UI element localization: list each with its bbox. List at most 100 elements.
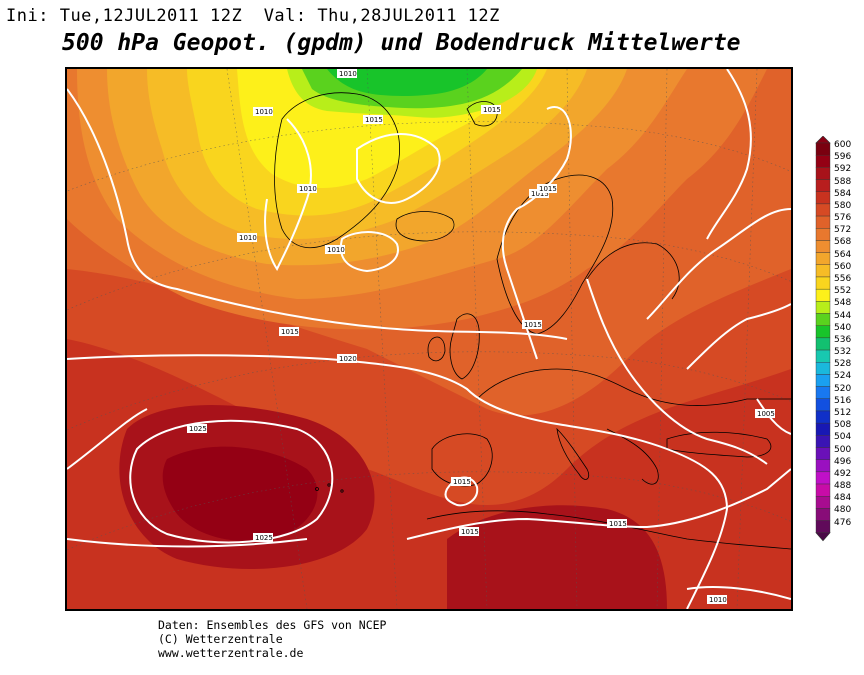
isobar-label-text: 1015 (281, 328, 299, 336)
legend-label: 556 (834, 273, 852, 284)
isobar-label: 1020 (337, 354, 357, 363)
credit-data-source: Daten: Ensembles des GFS von NCEP (158, 618, 387, 632)
isobar-label-text: 1010 (239, 234, 257, 242)
isobar-label-text: 1015 (365, 116, 383, 124)
legend-cell (815, 179, 831, 192)
legend-label: 476 (834, 517, 852, 528)
legend-cell (815, 483, 831, 497)
legend-cell (815, 301, 831, 314)
isobar-label: 1015 (522, 320, 542, 329)
legend-label: 516 (834, 395, 852, 406)
isobar-label: 1010 (237, 233, 257, 242)
legend-label: 532 (834, 347, 852, 358)
legend-cell (815, 337, 831, 351)
isobar-labels: 1010 1010 1015 1015 1010 1010 1015 1010 … (187, 69, 775, 604)
legend-label: 596 (834, 152, 852, 163)
isobar-label: 1010 (707, 595, 727, 604)
legend-cell (815, 398, 831, 412)
isobar-label: 1015 (459, 527, 479, 536)
legend-label: 572 (834, 225, 852, 236)
legend-cell (815, 154, 831, 168)
legend-cell (815, 167, 831, 180)
isobar-label: 1015 (363, 115, 383, 124)
isobar-label: 1005 (755, 409, 775, 418)
legend-cell (815, 240, 831, 253)
legend-label: 480 (834, 505, 852, 516)
isobar-label-text: 1025 (255, 534, 273, 542)
legend-cell (815, 520, 831, 533)
legend-cells (815, 142, 831, 533)
legend-label: 520 (834, 383, 852, 394)
isobar-label-text: 1015 (524, 321, 542, 329)
geopotential-map-svg: 1010 1010 1015 1015 1010 1010 1015 1010 … (67, 69, 791, 609)
legend-label: 600 (834, 140, 852, 150)
isobar-label-text: 1015 (453, 478, 471, 486)
legend-label: 496 (834, 456, 852, 467)
legend-cell (815, 374, 831, 387)
legend-colorbar (815, 136, 831, 542)
legend-label: 588 (834, 176, 852, 187)
legend-label: 576 (834, 213, 852, 224)
legend-cell (815, 386, 831, 399)
isobar-label: 1010 (253, 107, 273, 116)
isobar-label: 1010 (325, 245, 345, 254)
legend-label: 564 (834, 249, 852, 260)
legend-label: 580 (834, 200, 852, 211)
isobar-label: 1025 (253, 533, 273, 542)
valid-label: Val: (263, 6, 307, 26)
isobar-label-text: 1020 (339, 355, 357, 363)
isobar-label-text: 1025 (189, 425, 207, 433)
isobar-label: 1015 (607, 519, 627, 528)
isobar-label: 1015 (537, 184, 557, 193)
legend-cell (815, 362, 831, 375)
legend-bottom-arrow (815, 532, 831, 542)
credits: Daten: Ensembles des GFS von NCEP (C) We… (158, 618, 386, 660)
legend-cell (815, 508, 831, 521)
isobars (67, 69, 791, 609)
run-info-line: Ini: Tue,12JUL2011 12Z Val: Thu,28JUL201… (6, 6, 500, 26)
legend-cell (815, 252, 831, 266)
legend-top-arrow (815, 136, 831, 144)
legend-label: 524 (834, 371, 852, 382)
isobar-label-text: 1005 (757, 410, 775, 418)
isobar-label-text: 1010 (327, 246, 345, 254)
legend-cell (815, 276, 831, 290)
legend-cell (815, 203, 831, 217)
legend-cell (815, 471, 831, 485)
legend-cell (815, 349, 831, 363)
legend-cell (815, 435, 831, 448)
isobar-label: 1015 (529, 189, 549, 198)
legend-label: 592 (834, 164, 852, 175)
graticule (67, 69, 791, 609)
credit-copyright: (C) Wetterzentrale (158, 632, 283, 646)
init-value: Tue,12JUL2011 12Z (59, 6, 243, 26)
legend-label: 568 (834, 237, 852, 248)
legend-cell (815, 264, 831, 278)
legend-cell (815, 313, 831, 326)
legend-label: 560 (834, 261, 852, 272)
legend-label: 484 (834, 493, 852, 504)
isobar-label-text: 1015 (539, 185, 557, 193)
credit-website: www.wetterzentrale.de (158, 646, 304, 660)
legend-label: 512 (834, 407, 852, 418)
legend-cell (815, 191, 831, 205)
legend-cell (815, 288, 831, 302)
legend-label: 552 (834, 286, 852, 297)
isobar-label: 1010 (297, 184, 317, 193)
isobar-label-text: 1010 (299, 185, 317, 193)
legend-cell (815, 410, 831, 424)
legend-label: 488 (834, 481, 852, 492)
legend-label: 544 (834, 310, 852, 321)
isobar-label-text: 1015 (531, 190, 549, 198)
legend-cell (815, 447, 831, 460)
legend-label: 528 (834, 359, 852, 370)
legend-cell (815, 422, 831, 436)
legend-cell (815, 228, 831, 241)
legend-label: 548 (834, 298, 852, 309)
legend-cell (815, 325, 831, 339)
legend-cell (815, 496, 831, 509)
isobar-label: 1010 (337, 69, 357, 78)
valid-value: Thu,28JUL2011 12Z (317, 6, 500, 26)
legend-cell (815, 459, 831, 473)
isobar-label-text: 1015 (609, 520, 627, 528)
